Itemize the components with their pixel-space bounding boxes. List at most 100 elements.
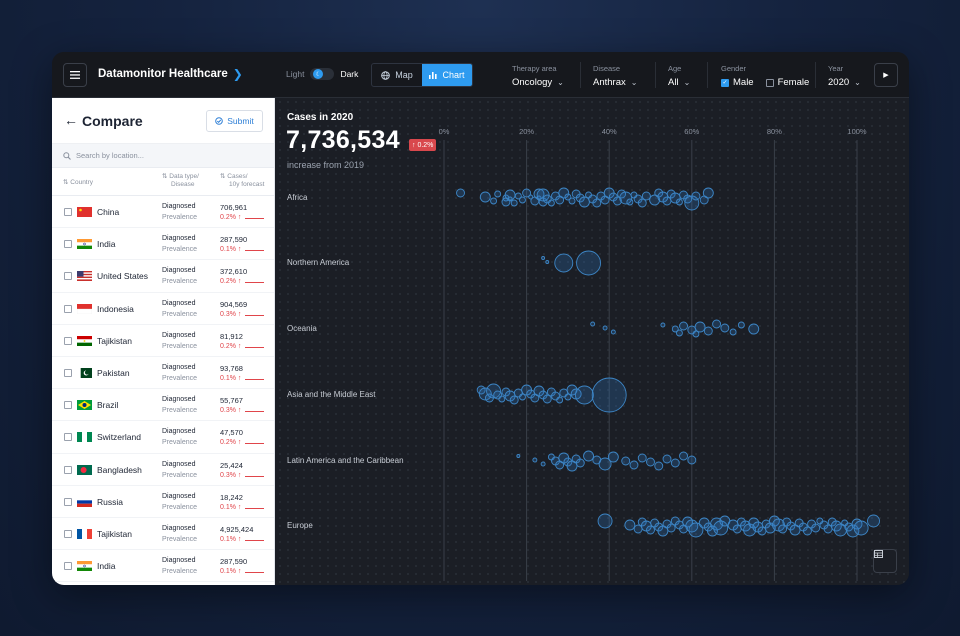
data-bubble[interactable] [687,455,697,465]
data-bubble[interactable] [597,513,613,529]
data-bubble[interactable] [679,451,688,461]
country-row[interactable]: United States Diagnosed Prevalence 372,610 0… [52,260,274,293]
data-bubble[interactable] [629,460,639,470]
data-bubble[interactable] [641,191,651,201]
country-row[interactable]: Indonesia Diagnosed Prevalence 904,569 0.3% … [52,293,274,325]
data-bubble[interactable] [671,325,679,333]
map-view-button[interactable]: Map [372,64,422,86]
data-bubble[interactable] [811,523,821,533]
table-view-button[interactable] [873,549,897,573]
data-bubble[interactable] [507,196,513,202]
data-bubble[interactable] [532,457,538,463]
data-bubble[interactable] [670,458,680,468]
data-bubble[interactable] [713,520,729,536]
back-arrow-icon[interactable]: ← [64,112,78,128]
data-bubble[interactable] [591,377,627,413]
data-bubble[interactable] [564,193,572,201]
data-bubble[interactable] [654,522,664,532]
data-bubble[interactable] [694,321,706,333]
data-bubble[interactable] [590,321,596,327]
country-row[interactable]: India Diagnosed Prevalence 287,590 0.1% ↑ [52,550,274,583]
data-bubble[interactable] [598,457,612,471]
data-bubble[interactable] [568,197,576,205]
data-bubble[interactable] [646,457,655,467]
data-bubble[interactable] [574,385,594,405]
data-bubble[interactable] [626,198,634,206]
data-bubble[interactable] [660,322,666,328]
data-bubble[interactable] [748,517,760,529]
data-bubble[interactable] [662,454,672,464]
country-row[interactable]: Brazil Diagnosed Prevalence 55,767 0.3% ↑ [52,389,274,422]
data-bubble[interactable] [610,329,616,335]
data-bubble[interactable] [666,523,676,533]
data-bubble[interactable] [683,194,693,204]
year-filter[interactable]: Year 2020 ⌄ [828,64,861,88]
data-bubble[interactable] [509,395,519,405]
row-checkbox[interactable] [64,272,72,281]
data-bubble[interactable] [519,196,526,204]
country-row[interactable]: Tajikistan Diagnosed Prevalence 81,912 0.2% … [52,325,274,357]
data-bubble[interactable] [558,187,570,199]
data-bubble[interactable] [564,393,572,401]
row-checkbox[interactable] [64,465,72,474]
data-bubble[interactable] [519,393,526,401]
data-bubble[interactable] [846,524,860,538]
data-bubble[interactable] [578,196,590,208]
data-bubble[interactable] [688,522,704,538]
data-bubble[interactable] [748,323,760,335]
data-bubble[interactable] [675,198,683,206]
data-bubble[interactable] [494,190,502,198]
theme-toggle[interactable]: Light ☾ Dark [286,68,358,80]
data-bubble[interactable] [692,330,700,338]
row-checkbox[interactable] [64,401,72,410]
country-row[interactable]: Bangladesh Diagnosed Prevalence 25,424 0.3% … [52,454,274,486]
country-row[interactable]: Tajikistan Diagnosed Prevalence 4,925,424 0.… [52,518,274,551]
row-checkbox[interactable] [64,497,72,506]
data-bubble[interactable] [654,188,664,198]
country-row[interactable]: China Diagnosed Prevalence 706,961 0.2% ↑ [52,196,274,229]
female-checkbox[interactable]: Female [765,77,809,88]
data-bubble[interactable] [802,526,812,536]
data-bubble[interactable] [556,396,564,404]
data-bubble[interactable] [576,250,601,276]
age-filter[interactable]: Age All ⌄ [668,64,690,88]
data-bubble[interactable] [514,192,522,200]
data-bubble[interactable] [575,193,585,203]
data-bubble[interactable] [679,321,688,331]
data-bubble[interactable] [853,520,869,536]
data-bubble[interactable] [501,387,511,397]
data-bubble[interactable] [691,191,701,201]
data-bubble[interactable] [602,325,608,331]
row-checkbox[interactable] [64,368,72,377]
data-bubble[interactable] [607,451,619,463]
data-bubble[interactable] [707,525,718,537]
data-bubble[interactable] [498,395,506,403]
data-bubble[interactable] [649,194,661,206]
menu-button[interactable] [63,63,87,87]
data-bubble[interactable] [703,326,713,336]
play-button[interactable]: ▶ [874,63,898,87]
row-checkbox[interactable] [64,562,72,571]
data-bubble[interactable] [621,456,631,466]
data-bubble[interactable] [486,383,502,399]
data-bubble[interactable] [516,454,521,458]
data-bubble[interactable] [637,198,647,208]
data-bubble[interactable] [867,514,880,528]
country-column-header[interactable]: ⇅ Country [63,179,94,186]
data-bubble[interactable] [554,253,574,273]
data-bubble[interactable] [510,199,518,207]
data-bubble[interactable] [575,458,585,468]
data-bubble[interactable] [563,457,573,467]
therapy-area-filter[interactable]: Therapy area Oncology ⌄ [512,64,564,88]
row-checkbox[interactable] [64,208,72,216]
data-bubble[interactable] [637,453,647,463]
data-bubble[interactable] [479,191,491,203]
data-type-column-header[interactable]: ⇅ Data type/Disease [162,173,199,188]
row-checkbox[interactable] [64,304,72,313]
data-bubble[interactable] [545,260,550,264]
data-bubble[interactable] [540,461,546,467]
row-checkbox[interactable] [64,529,72,538]
country-row[interactable]: Pakistan Diagnosed Prevalence 93,768 0.1% ↑ [52,357,274,390]
data-bubble[interactable] [637,517,647,527]
data-bubble[interactable] [522,188,532,198]
